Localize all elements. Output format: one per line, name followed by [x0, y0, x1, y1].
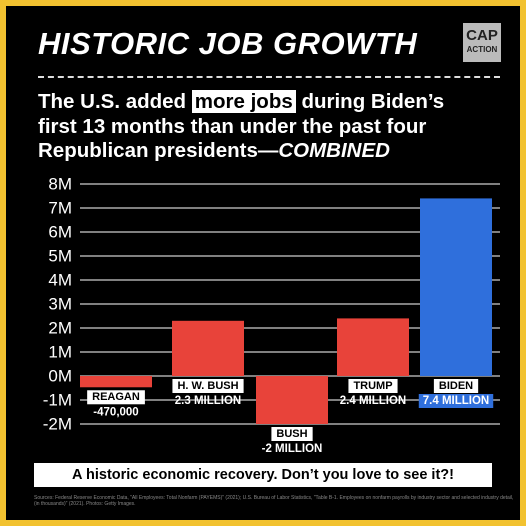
category-label: H. W. BUSH: [177, 380, 238, 392]
subtitle-emphasis: COMBINED: [278, 139, 390, 162]
logo-text: CAP: [466, 27, 498, 44]
value-label: 7.4 MILLION: [423, 395, 489, 407]
y-tick-label: 2M: [48, 318, 72, 337]
y-tick-label: 0M: [48, 366, 72, 385]
divider: [38, 76, 500, 78]
sources: Sources: Federal Reserve Economic Data, …: [34, 495, 513, 507]
value-label: -2 MILLION: [262, 443, 323, 455]
category-label: BIDEN: [439, 380, 473, 392]
tagline: A historic economic recovery. Don’t you …: [34, 463, 492, 487]
logo: CAP ACTION: [463, 23, 501, 62]
logo-text: ACTION: [466, 45, 498, 54]
bar: [337, 318, 409, 376]
value-label: 2.4 MILLION: [340, 395, 406, 407]
bar: [256, 376, 328, 424]
y-tick-label: 7M: [48, 198, 72, 217]
title: HISTORIC JOB GROWTH: [38, 26, 418, 61]
category-label: BUSH: [276, 428, 307, 440]
subtitle-text: during Biden’s: [301, 90, 445, 113]
category-label-box: [348, 379, 398, 393]
bar: [172, 320, 244, 376]
y-tick-label: -2M: [43, 414, 72, 433]
subtitle-text: Republican presidents—: [38, 139, 279, 162]
value-label: -470,000: [93, 406, 138, 418]
subtitle-text: first 13 months than under the past four: [38, 114, 427, 138]
category-label-box: [271, 427, 313, 441]
subtitle-highlight: more jobs: [191, 90, 296, 113]
source-line: Sources: Federal Reserve Economic Data, …: [34, 495, 514, 501]
y-tick-label: -1M: [43, 390, 72, 409]
bar: [80, 376, 152, 388]
y-tick-label: 6M: [48, 222, 72, 241]
subtitle-text: The U.S. added: [38, 90, 187, 113]
y-tick-label: 8M: [48, 174, 72, 193]
value-label: 2.3 MILLION: [175, 395, 241, 407]
y-tick-label: 5M: [48, 246, 72, 265]
category-label-box: [172, 379, 244, 393]
chart: 8M 7M 6M 5M 4M 3M 2M 1M 0M -1M -2M REAGAN -470,000 H.…: [43, 174, 500, 455]
category-label-box: [87, 390, 145, 405]
subtitle: The U.S. added more jobs during Biden’s …: [38, 90, 444, 164]
y-tick-label: 3M: [48, 294, 72, 313]
source-line: (in thousands)" (2021). Photos: Getty Im…: [34, 501, 136, 507]
value-label-box: [418, 394, 494, 408]
y-tick-label: 1M: [48, 342, 72, 361]
category-label-box: [433, 379, 479, 393]
category-label: TRUMP: [353, 380, 392, 392]
y-tick-label: 4M: [48, 270, 72, 289]
category-label: REAGAN: [92, 391, 140, 403]
bar: [420, 198, 492, 376]
